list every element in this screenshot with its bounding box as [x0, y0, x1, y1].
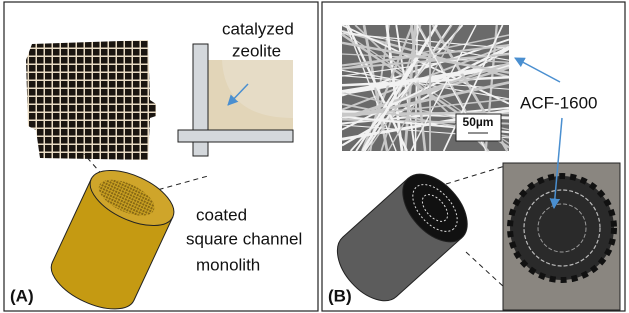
- figure: catalyzed zeolite coated square channel …: [0, 0, 629, 313]
- photo-gear: [510, 176, 614, 280]
- zeolite-label: zeolite: [232, 41, 281, 60]
- material-label: ACF-1600: [520, 93, 597, 112]
- sem-arrow: [515, 58, 560, 82]
- monolith-label: square channel: [186, 229, 302, 248]
- monolith-cylinder: [43, 159, 182, 313]
- scale-bar-label: 50µm: [463, 115, 494, 129]
- panel-label: (B): [328, 286, 352, 305]
- monolith-label: coated: [196, 205, 247, 224]
- acf-photo: [503, 163, 620, 310]
- monolith-label: monolith: [196, 255, 260, 274]
- dashed-line: [446, 166, 505, 184]
- zeolite-label: catalyzed: [222, 19, 294, 38]
- channel-grid: [26, 40, 156, 160]
- panel-label: (A): [10, 286, 34, 305]
- dashed-line: [466, 252, 505, 288]
- channel-wall-horizontal: [178, 130, 293, 142]
